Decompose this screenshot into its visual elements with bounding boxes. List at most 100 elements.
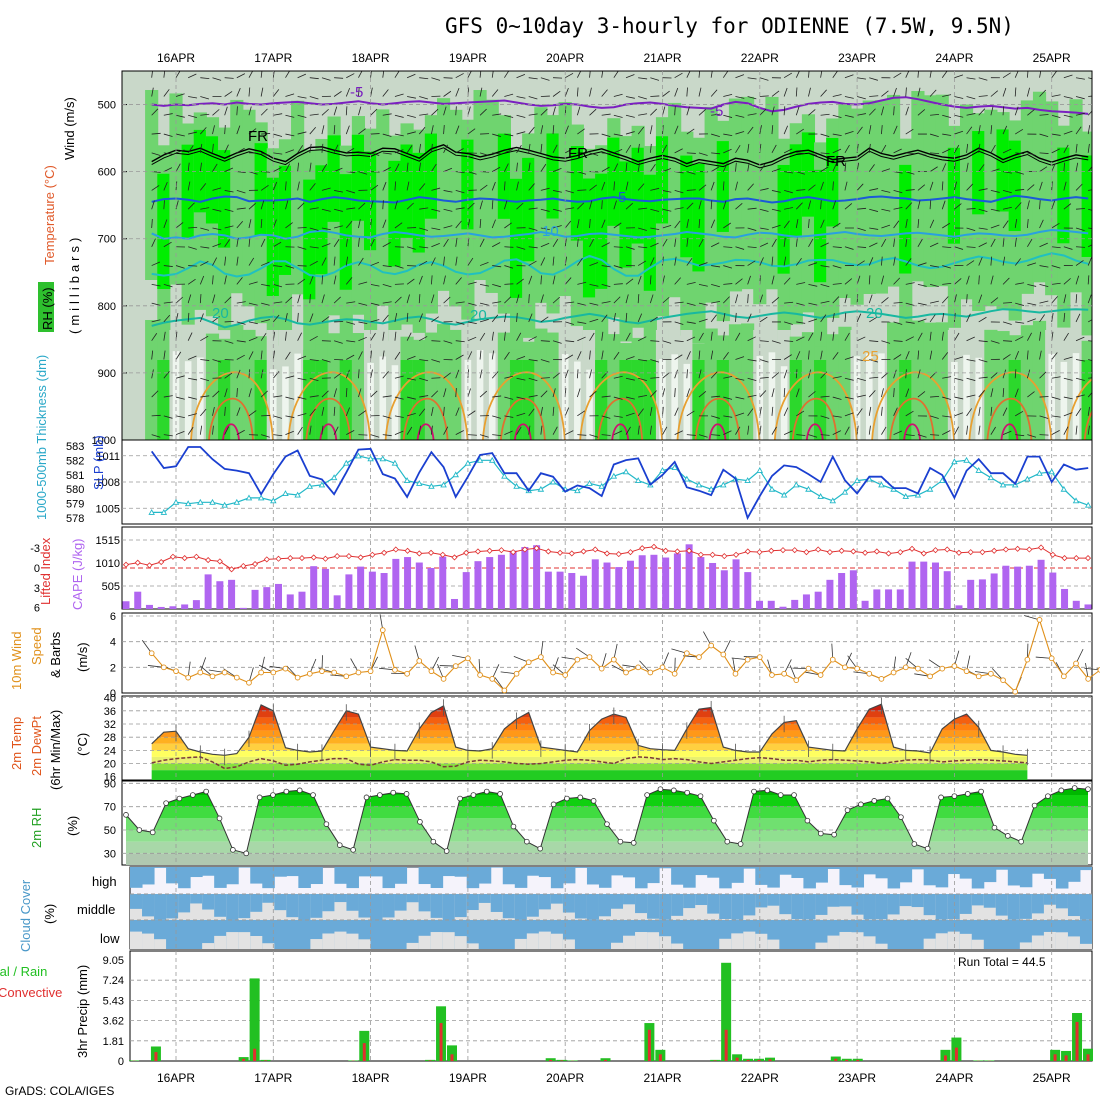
wind-barb: [856, 336, 866, 342]
wind-barb: [1051, 296, 1058, 304]
wind-barb: [334, 225, 343, 229]
wind10m-marker: [173, 668, 179, 675]
wind-barb: [832, 163, 837, 172]
wind-barb: [929, 133, 939, 138]
rh-bright-band: [315, 165, 329, 275]
wind-barb: [942, 282, 952, 285]
wind-barb: [431, 406, 434, 416]
wind-barb: [261, 302, 270, 306]
wind-barb: [455, 190, 465, 194]
wind-barb: [1027, 302, 1037, 306]
wind-barb: [650, 77, 660, 81]
cape-bar: [333, 595, 341, 609]
wind-barb: [248, 87, 251, 97]
cloud-low-gap: [358, 939, 371, 949]
li-marker: [345, 553, 352, 560]
thickness-marker: [367, 455, 374, 462]
wind-barb: [260, 218, 263, 229]
wind-barb: [1015, 152, 1025, 155]
wind-barb: [443, 144, 448, 154]
wind-barb: [455, 277, 462, 285]
wind-barb: [832, 331, 835, 341]
thickness-marker: [148, 508, 155, 515]
wind-barb: [723, 376, 733, 379]
wind-barb: [820, 133, 830, 138]
cloud-high: [550, 867, 564, 889]
rh-mid-band: [473, 90, 487, 281]
wind-barb: [236, 301, 246, 304]
wind-barb: [358, 281, 368, 285]
cape-bar: [286, 594, 294, 609]
wind-barb: [917, 152, 927, 156]
wind-barb: [589, 262, 599, 266]
li-marker: [439, 551, 446, 558]
wind-barb: [844, 312, 847, 322]
cape-bar: [920, 561, 928, 609]
wind-barb: [710, 331, 713, 341]
wind-barb: [832, 148, 842, 154]
wind-barb: [686, 202, 694, 210]
top-date-label: 22APR: [741, 51, 779, 65]
wind-barb: [856, 425, 859, 435]
wind-barb: [1002, 148, 1012, 154]
wind-barb: [455, 301, 465, 304]
li-marker: [533, 545, 540, 552]
wind-barb: [625, 426, 631, 435]
wind-barb: [358, 128, 366, 135]
rh-low-bright: [339, 360, 353, 440]
wind-barb: [455, 125, 460, 135]
precip-rain-bar: [249, 978, 260, 1061]
wind-barb: [1002, 237, 1005, 247]
cloud-mid: [250, 894, 263, 912]
thickness-marker: [1036, 469, 1043, 476]
cloud-low-gap: [815, 942, 828, 949]
precip-bars: [129, 962, 1093, 1061]
wind-barb: [722, 331, 725, 341]
wind-barb: [273, 133, 283, 137]
thickness-marker: [233, 498, 241, 505]
wind-barb: [869, 188, 879, 191]
thickness-marker: [805, 485, 812, 492]
wind-barb: [236, 277, 243, 285]
wind-barb: [151, 434, 161, 438]
wind10m-marker: [647, 669, 654, 676]
wind-barb: [893, 430, 902, 435]
thickness-tick-label: 581: [66, 470, 84, 482]
precip-label-conv: Convective: [0, 985, 62, 1000]
rh-marker: [911, 841, 918, 847]
cloud-low-gap: [562, 939, 576, 949]
wind-barb: [236, 171, 246, 174]
wind-barb: [625, 377, 635, 381]
wind-barb: [1002, 407, 1008, 417]
wind-barb: [516, 278, 524, 285]
wind-barb: [248, 281, 258, 285]
wind-barb: [175, 265, 185, 269]
wind-barb: [455, 220, 462, 229]
rh-bright-band: [972, 131, 986, 215]
precip-rain-bar: [984, 1060, 995, 1061]
wind-barb: [406, 426, 413, 435]
wind-unit-label: (m/s): [75, 642, 90, 672]
wind-barb: [358, 410, 367, 417]
wind-barb: [601, 265, 611, 268]
temp-tick-label: 24: [104, 745, 116, 757]
wind10m-marker: [538, 654, 544, 660]
wind-barb: [1002, 430, 1012, 436]
wind-barb: [929, 181, 934, 191]
precip-tick-label: 1.81: [103, 1036, 124, 1048]
wind-barb: [163, 331, 166, 341]
li-marker: [263, 556, 270, 563]
wind10m-speed-line: [148, 616, 1100, 695]
wind-barb: [601, 395, 611, 398]
rh-bright-band: [595, 173, 609, 289]
cloud-mid: [538, 894, 552, 910]
cape-bar: [756, 600, 764, 609]
temp-label-2: 2m DewPt: [29, 716, 44, 776]
cloud-high: [755, 867, 768, 885]
wind-barb: [309, 294, 311, 304]
wind10m-marker: [1048, 655, 1055, 662]
wind-barb: [492, 242, 501, 248]
wind-barb: [917, 369, 921, 379]
wind-barb: [589, 302, 599, 306]
